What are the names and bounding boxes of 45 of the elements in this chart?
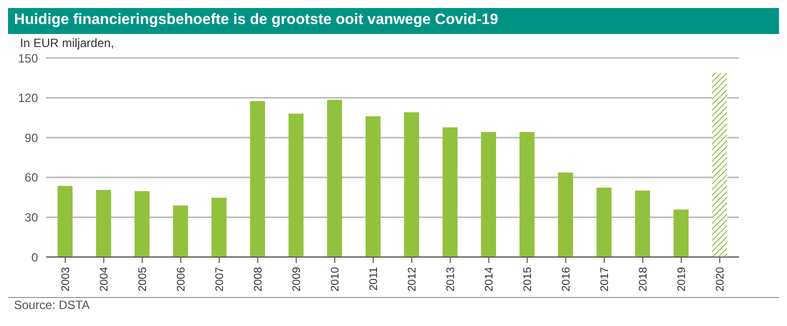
bar — [134, 191, 150, 257]
x-tick-label: 2007 — [214, 267, 226, 292]
bar — [558, 172, 574, 257]
y-tick-label: 150 — [18, 51, 38, 66]
bar — [635, 190, 650, 257]
bar — [212, 198, 227, 257]
x-tick-label: 2005 — [137, 267, 150, 292]
x-tick-label: 2008 — [252, 267, 265, 292]
x-tick-label: 2011 — [368, 267, 380, 291]
x-tick-label: 2012 — [406, 267, 419, 292]
y-tick-label: 120 — [18, 91, 38, 106]
x-tick-label: 2013 — [445, 267, 458, 292]
bar — [327, 100, 342, 257]
bar — [173, 206, 188, 257]
bar — [596, 188, 612, 257]
bar — [442, 127, 458, 257]
x-tick-label: 2015 — [522, 267, 534, 292]
x-tick-label: 2018 — [638, 267, 650, 292]
bar — [58, 186, 73, 257]
y-axis-title: In EUR miljarden, — [20, 36, 116, 50]
bar — [250, 101, 266, 257]
x-tick-label: 2003 — [60, 267, 72, 292]
x-tick-label: 2019 — [676, 267, 688, 292]
bar — [96, 190, 112, 257]
bar — [674, 210, 689, 257]
x-tick-label: 2014 — [484, 267, 496, 292]
y-tick-label: 0 — [31, 250, 38, 264]
bar — [520, 132, 535, 257]
x-tick-label: 2017 — [599, 267, 612, 292]
x-tick-label: 2009 — [291, 267, 304, 292]
x-tick-label: 2004 — [98, 267, 111, 292]
chart-title: Huidige financieringsbehoefte is de grootste ooit vanwege Covid-19 — [8, 8, 779, 34]
x-tick-label: 2016 — [560, 267, 573, 292]
bar — [288, 114, 304, 257]
source-note: Source: DSTA — [14, 298, 91, 312]
bar — [481, 132, 496, 257]
x-tick-label: 2020 — [714, 267, 727, 292]
y-tick-label: 60 — [24, 170, 38, 185]
bar — [404, 112, 420, 257]
x-tick-label: 2006 — [176, 267, 188, 292]
y-tick-label: 90 — [24, 130, 38, 145]
y-tick-label: 30 — [24, 210, 38, 224]
x-tick-label: 2010 — [330, 267, 342, 292]
bar — [366, 116, 381, 257]
bar — [712, 73, 728, 257]
